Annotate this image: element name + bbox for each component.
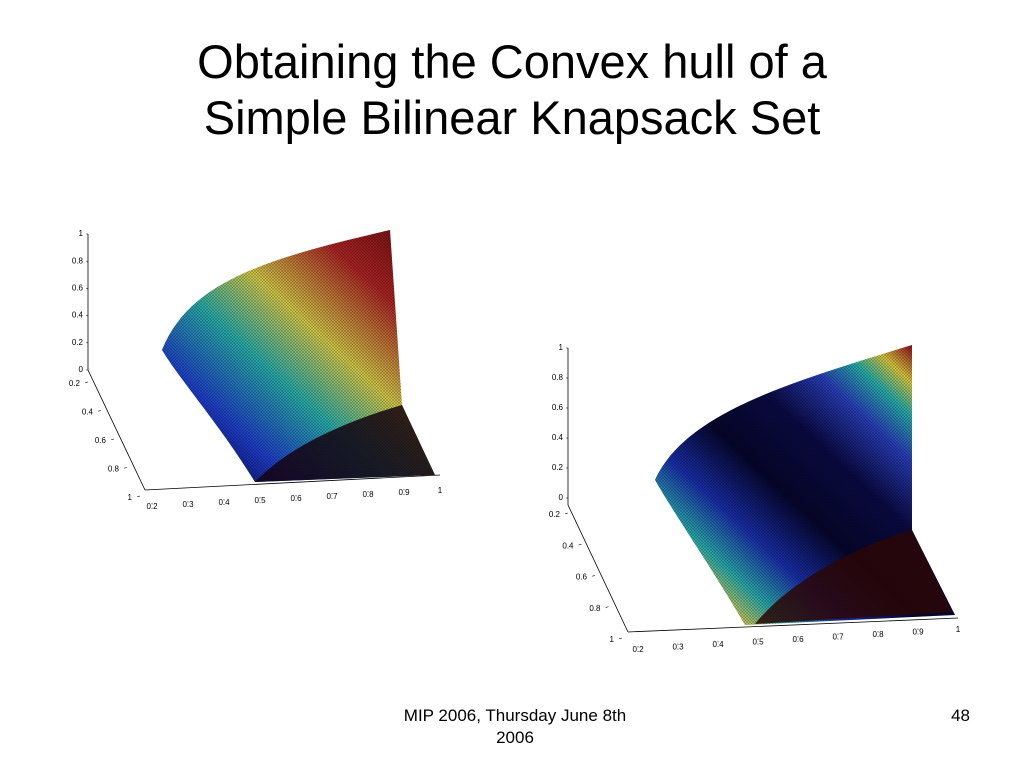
- y-ticks-right: 0.2 0.4 0.6 0.8 1: [549, 510, 623, 644]
- y-axis-tick-label: 1: [128, 493, 133, 502]
- page-number: 48: [951, 706, 970, 725]
- y-axis-tick-label: 0.4: [82, 408, 94, 417]
- x-axis-tick-label: 0.3: [182, 500, 194, 509]
- y-axis-tick-mark: [578, 543, 582, 546]
- surface-plot-right: 1 0.8 0.6 0.4 0.2 0 0.2 0.4 0.6 0.8 1 0.2 0.3 0.4 0.…: [540, 340, 970, 660]
- surface-plot-left-svg: 10.80.60.40.20 0.20.40.60.81 0.2 0.3 0.4 0.…: [69, 229, 443, 511]
- z-axis-tick-label: 0: [79, 365, 84, 374]
- z-axis-tick-label: 0.2: [552, 463, 564, 472]
- x-axis-tick-label: 0.4: [218, 498, 230, 507]
- floor-right: [755, 530, 952, 624]
- y-axis-tick-label: 0.6: [576, 573, 588, 582]
- x-axis-tick-label: 0.2: [146, 502, 158, 511]
- y-axis-tick-mark: [619, 637, 623, 639]
- x-ticks-left: 0.2 0.3 0.4 0.5 0.6 0.7 0.8 0.9 1: [146, 486, 442, 511]
- x-axis-tick-label: 1: [956, 625, 961, 634]
- y-axis-tick-label: 1: [610, 635, 615, 644]
- x-axis-tick-label: 0.9: [398, 488, 410, 497]
- footer-line-1: MIP 2006, Thursday June 8th: [403, 706, 627, 725]
- y-axis-tick-mark: [592, 575, 596, 577]
- x-axis-line: [144, 474, 441, 491]
- surface-plot-left: 1 0.8 0.6 0.4 0.2 0 0.2 0.4 0.6 0.8 1 0.2 0.3 0.4 0.…: [60, 220, 460, 520]
- x-axis-tick-label: 0.8: [872, 630, 884, 639]
- slide-footer: MIP 2006, Thursday June 8th 2006: [350, 705, 680, 749]
- slide-title: Obtaining the Convex hull of a Simple Bi…: [0, 34, 1024, 146]
- title-line-2: Simple Bilinear Knapsack Set: [203, 91, 821, 144]
- x-axis-tick-label: 1: [438, 486, 443, 495]
- y-axis-tick-mark: [98, 410, 102, 412]
- y-axis-tick-mark: [565, 512, 569, 514]
- x-ticks-right: 0.2 0.3 0.4 0.5 0.6 0.7 0.8 0.9 1: [632, 625, 960, 654]
- surface-plot-right-svg: 10.80.60.40.20 0.20.40.60.81 0.2 0.3 0.4 0.…: [549, 343, 961, 654]
- y-axis-line: [567, 504, 629, 633]
- x-axis-tick-label: 0.5: [752, 638, 764, 647]
- y-axis-tick-mark: [85, 381, 89, 383]
- z-axis-tick-label: 1: [559, 343, 564, 352]
- y-axis-tick-label: 0.8: [589, 604, 601, 613]
- z-axis-tick-label: 0.6: [72, 284, 84, 293]
- z-axis-tick-label: 0.4: [72, 311, 84, 320]
- z-axis-tick-label: 0.4: [552, 433, 564, 442]
- y-axis-tick-label: 0.2: [69, 379, 81, 388]
- z-ticks-right: 1 0.8 0.6 0.4 0.2 0: [552, 343, 568, 502]
- x-axis-tick-label: 0.7: [832, 633, 844, 642]
- floor-left: [255, 405, 435, 482]
- y-axis-tick-mark: [605, 606, 609, 608]
- z-axis-tick-label: 1: [79, 229, 84, 238]
- z-axis-tick-label: 0.6: [552, 403, 564, 412]
- y-axis-tick-label: 0.2: [549, 510, 561, 519]
- x-axis-tick-label: 0.6: [290, 494, 302, 503]
- footer-line-2: 2006: [496, 728, 534, 747]
- z-axis-tick-label: 0.8: [552, 373, 564, 382]
- x-axis-tick-label: 0.9: [912, 628, 924, 637]
- title-line-1: Obtaining the Convex hull of a: [197, 35, 827, 88]
- z-axis-tick-label: 0.8: [72, 256, 84, 265]
- z-ticks-left: 1 0.8 0.6 0.4 0.2 0: [72, 229, 88, 374]
- z-axis-tick-label: 0: [559, 493, 564, 502]
- x-axis-tick-label: 0.6: [792, 635, 804, 644]
- x-axis-tick-label: 0.7: [326, 492, 338, 501]
- x-axis-tick-label: 0.2: [632, 645, 644, 654]
- y-axis-tick-mark: [124, 467, 128, 469]
- y-axis-tick-mark: [111, 438, 115, 440]
- y-ticks-left: 0.2 0.4 0.6 0.8 1: [69, 379, 141, 502]
- y-axis-line: [87, 369, 146, 491]
- z-axis-tick-label: 0.2: [72, 338, 84, 347]
- x-axis-line: [627, 617, 959, 633]
- x-axis-tick-label: 0.5: [254, 496, 266, 505]
- y-axis-tick-label: 0.6: [95, 436, 107, 445]
- x-axis-tick-label: 0.8: [362, 490, 374, 499]
- y-axis-tick-mark: [137, 495, 141, 497]
- y-axis-tick-label: 0.4: [562, 541, 574, 550]
- y-axis-tick-label: 0.8: [108, 465, 120, 474]
- x-axis-tick-label: 0.4: [712, 640, 724, 649]
- x-axis-tick-label: 0.3: [672, 643, 684, 652]
